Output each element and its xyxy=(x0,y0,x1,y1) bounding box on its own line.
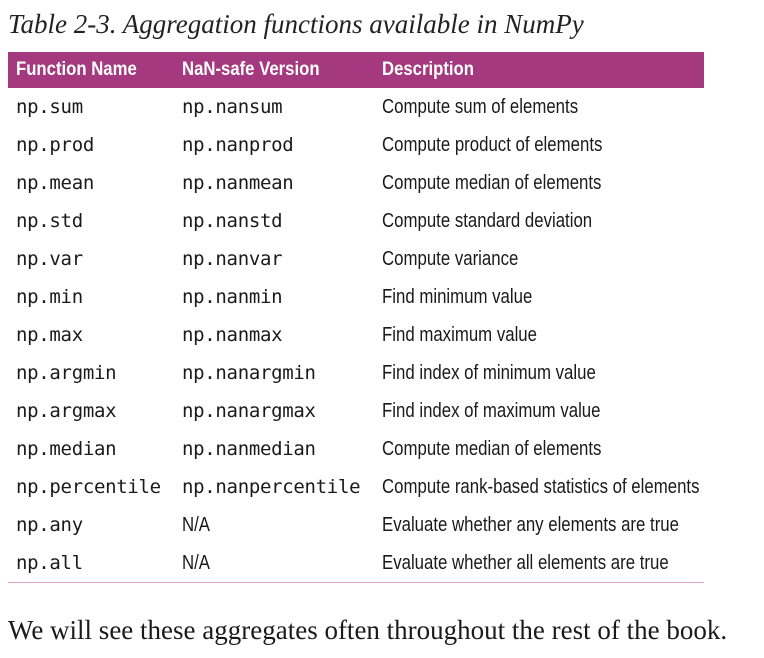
table-row: np.min np.nanmin Find minimum value xyxy=(8,278,704,316)
table-row: np.any N/A Evaluate whether any elements a… xyxy=(8,506,704,544)
description-cell: Compute standard deviation xyxy=(382,209,593,232)
description-cell: Compute product of elements xyxy=(382,133,603,156)
table-row: np.max np.nanmax Find maximum value xyxy=(8,316,704,354)
nan-safe-version-cell: np.nanstd xyxy=(182,210,283,232)
table-row: np.prod np.nanprod Compute product of elem… xyxy=(8,126,704,164)
nan-safe-version-cell: N/A xyxy=(174,544,374,583)
table-row: np.all N/A Evaluate whether all elements a… xyxy=(8,544,704,583)
nan-safe-version-cell: np.nanmedian xyxy=(182,438,316,460)
function-name-cell: np.median xyxy=(16,438,117,460)
description-cell: Evaluate whether any elements are true xyxy=(382,513,679,536)
description-cell: Find minimum value xyxy=(382,285,533,308)
function-name-cell: np.any xyxy=(16,514,83,536)
nan-safe-version-cell: np.nanvar xyxy=(182,248,283,270)
nan-safe-version-cell: np.nanargmax xyxy=(182,400,316,422)
body-paragraph: We will see these aggregates often throu… xyxy=(8,615,728,645)
function-name-cell: np.percentile xyxy=(16,476,161,498)
function-name-cell: np.argmax xyxy=(16,400,117,422)
table-header: Function Name NaN-safe Version Descripti… xyxy=(8,52,704,88)
table-row: np.percentile np.nanpercentile Compute ran… xyxy=(8,468,704,506)
nan-safe-version-cell: np.nanargmin xyxy=(182,362,316,384)
description-cell: Compute rank-based statistics of element… xyxy=(382,475,700,498)
description-cell: Compute median of elements xyxy=(382,171,602,194)
table-row: np.var np.nanvar Compute variance xyxy=(8,240,704,278)
function-name-cell: np.sum xyxy=(16,96,83,118)
function-name-cell: np.all xyxy=(8,544,174,583)
table-row: np.argmin np.nanargmin Find index of minim… xyxy=(8,354,704,392)
description-cell: Find maximum value xyxy=(382,323,537,346)
header-description: Description xyxy=(374,52,704,88)
description-cell: Compute variance xyxy=(382,247,519,270)
nan-safe-version-cell: np.nanpercentile xyxy=(182,476,361,498)
function-name-cell: np.mean xyxy=(16,172,94,194)
header-function-name: Function Name xyxy=(8,52,174,88)
nan-safe-version-cell: np.nanprod xyxy=(182,134,294,156)
function-name-cell: np.prod xyxy=(16,134,94,156)
function-name-cell: np.max xyxy=(16,324,83,346)
table-row: np.mean np.nanmean Compute median of eleme… xyxy=(8,164,704,202)
function-name-cell: np.min xyxy=(16,286,83,308)
table-row: np.sum np.nansum Compute sum of elements xyxy=(8,88,704,126)
table-row: np.argmax np.nanargmax Find index of maxim… xyxy=(8,392,704,430)
header-nan-safe-version: NaN-safe Version xyxy=(174,52,374,88)
nan-safe-version-cell: np.nansum xyxy=(182,96,283,118)
function-name-cell: np.argmin xyxy=(16,362,117,384)
aggregation-table: Function Name NaN-safe Version Descripti… xyxy=(8,52,704,583)
nan-safe-version-cell: np.nanmax xyxy=(182,324,283,346)
table-body: np.sum np.nansum Compute sum of elements np… xyxy=(8,88,704,583)
function-name-cell: np.std xyxy=(16,210,83,232)
nan-safe-version-cell: N/A xyxy=(182,513,211,536)
description-cell: Find index of minimum value xyxy=(382,361,596,384)
table-caption: Table 2-3. Aggregation functions availab… xyxy=(8,9,584,39)
header-row: Function Name NaN-safe Version Descripti… xyxy=(8,52,704,88)
description-cell: Find index of maximum value xyxy=(382,399,601,422)
table-row: np.median np.nanmedian Compute median of e… xyxy=(8,430,704,468)
description-cell: Compute sum of elements xyxy=(382,95,579,118)
nan-safe-version-cell: np.nanmin xyxy=(182,286,283,308)
function-name-cell: np.var xyxy=(16,248,83,270)
description-cell: Compute median of elements xyxy=(382,437,602,460)
nan-safe-version-cell: np.nanmean xyxy=(182,172,294,194)
table-row: np.std np.nanstd Compute standard deviatio… xyxy=(8,202,704,240)
description-cell: Evaluate whether all elements are true xyxy=(374,544,704,583)
